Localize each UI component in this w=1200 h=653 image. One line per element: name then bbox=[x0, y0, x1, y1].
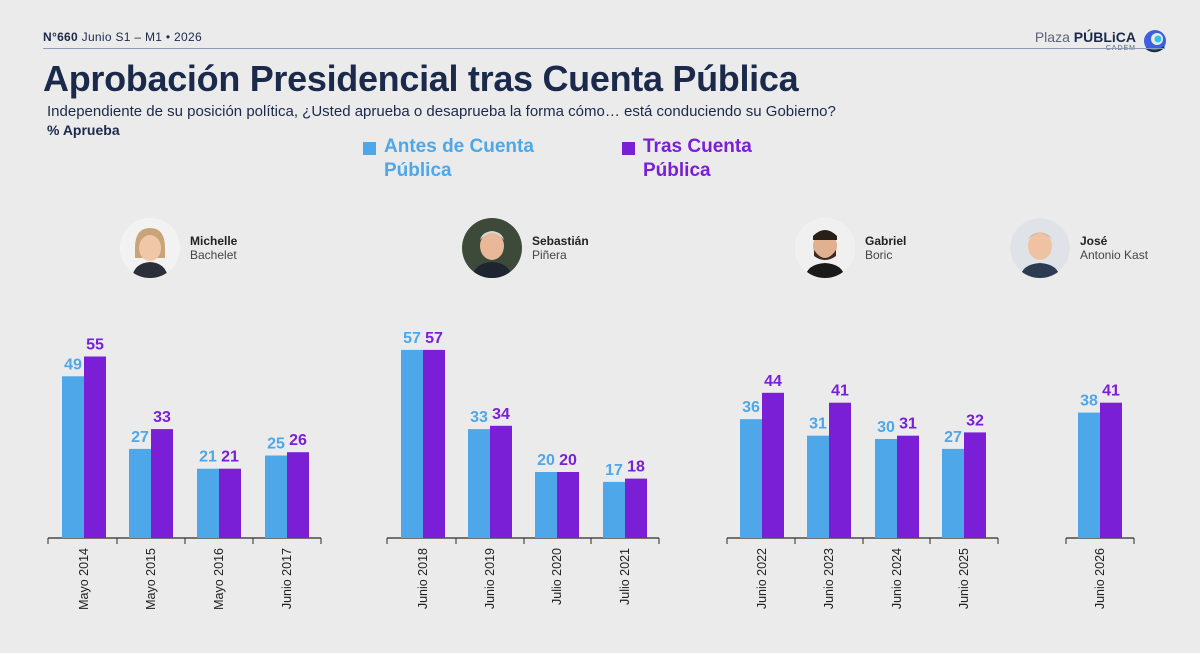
kast-photo bbox=[1010, 218, 1070, 278]
data-label-after: 33 bbox=[153, 409, 171, 426]
president-boric: Gabriel Boric bbox=[795, 218, 965, 278]
logo-word-plaza: Plaza bbox=[1034, 29, 1070, 45]
bar-before bbox=[62, 376, 84, 538]
data-label-after: 57 bbox=[425, 330, 443, 347]
bar-before bbox=[197, 468, 219, 538]
data-label-before: 27 bbox=[131, 429, 149, 446]
bar-after bbox=[964, 432, 986, 538]
data-label-after: 20 bbox=[559, 452, 577, 469]
bar-before bbox=[1078, 412, 1100, 538]
bar-after bbox=[84, 356, 106, 538]
data-label-before: 17 bbox=[605, 462, 623, 479]
legend-item-before: Antes de Cuenta Pública bbox=[363, 135, 554, 183]
president-first-name: José bbox=[1080, 234, 1108, 248]
edition-number: N°660 bbox=[43, 30, 78, 44]
bar-before bbox=[401, 349, 423, 538]
data-label-before: 20 bbox=[537, 452, 555, 469]
survey-question: Independiente de su posición política, ¿… bbox=[47, 103, 836, 120]
president-last-name: Bachelet bbox=[190, 248, 237, 262]
x-tick-label: Mayo 2015 bbox=[144, 548, 158, 610]
bar-before bbox=[603, 481, 625, 538]
president-pinera: Sebastián Piñera bbox=[462, 218, 632, 278]
president-last-name: Antonio Kast bbox=[1080, 248, 1149, 262]
data-label-after: 41 bbox=[1102, 383, 1120, 400]
president-last-name: Piñera bbox=[532, 248, 567, 262]
bar-before bbox=[875, 439, 897, 538]
x-tick-label: Junio 2019 bbox=[483, 548, 497, 609]
bar-before bbox=[740, 419, 762, 538]
data-label-after: 31 bbox=[899, 416, 917, 433]
edition-date: Junio S1 – M1 • 2026 bbox=[81, 30, 202, 44]
data-label-before: 38 bbox=[1080, 393, 1098, 410]
data-label-after: 44 bbox=[764, 373, 782, 390]
data-label-after: 18 bbox=[627, 459, 645, 476]
pinera-photo bbox=[462, 218, 522, 278]
bar-after bbox=[625, 478, 647, 538]
legend-swatch-after bbox=[622, 142, 635, 155]
legend-label-before: Antes de Cuenta Pública bbox=[384, 136, 534, 181]
x-tick-label: Mayo 2016 bbox=[212, 548, 226, 610]
data-label-after: 55 bbox=[86, 337, 104, 354]
president-kast: José Antonio Kast bbox=[1010, 218, 1180, 278]
page-title: Aprobación Presidencial tras Cuenta Públ… bbox=[43, 58, 799, 99]
x-tick-label: Mayo 2014 bbox=[77, 548, 91, 610]
bar-after bbox=[219, 468, 241, 538]
bar-before bbox=[535, 472, 557, 538]
data-label-before: 30 bbox=[877, 419, 895, 436]
data-label-after: 32 bbox=[966, 412, 984, 429]
bar-after bbox=[490, 425, 512, 538]
x-tick-label: Julio 2020 bbox=[550, 548, 564, 605]
president-first-name: Sebastián bbox=[532, 234, 589, 248]
data-label-after: 26 bbox=[289, 432, 307, 449]
data-label-before: 21 bbox=[199, 449, 217, 466]
bar-before bbox=[807, 435, 829, 538]
x-tick-label: Junio 2022 bbox=[755, 548, 769, 609]
bar-after bbox=[829, 402, 851, 538]
data-label-after: 41 bbox=[831, 383, 849, 400]
legend-label-after: Tras Cuenta Pública bbox=[643, 136, 752, 181]
plaza-publica-logo: Plaza PÚBLiCA CADEM bbox=[1035, 28, 1168, 54]
x-tick-label: Junio 2023 bbox=[822, 548, 836, 609]
boric-photo bbox=[795, 218, 855, 278]
x-tick-label: Junio 2024 bbox=[890, 548, 904, 609]
logo-word-publica: PÚBLiCA bbox=[1073, 29, 1136, 45]
x-tick-label: Junio 2017 bbox=[280, 548, 294, 609]
x-tick-label: Julio 2021 bbox=[618, 548, 632, 605]
bar-after bbox=[151, 429, 173, 538]
data-label-before: 31 bbox=[809, 416, 827, 433]
bar-after bbox=[1100, 402, 1122, 538]
data-label-before: 57 bbox=[403, 330, 421, 347]
header-rule bbox=[43, 48, 1165, 49]
bar-after bbox=[762, 392, 784, 538]
bar-after bbox=[557, 472, 579, 538]
president-bachelet: Michelle Bachelet bbox=[120, 218, 290, 278]
data-label-before: 33 bbox=[470, 409, 488, 426]
bar-after bbox=[423, 349, 445, 538]
bar-before bbox=[129, 448, 151, 538]
bar-before bbox=[942, 448, 964, 538]
x-tick-label: Junio 2025 bbox=[957, 548, 971, 609]
bachelet-photo bbox=[120, 218, 180, 278]
bar-before bbox=[468, 429, 490, 538]
data-label-before: 49 bbox=[64, 356, 82, 373]
bar-after bbox=[287, 452, 309, 538]
data-label-before: 27 bbox=[944, 429, 962, 446]
data-label-after: 34 bbox=[492, 406, 510, 423]
x-tick-label: Junio 2026 bbox=[1093, 548, 1107, 609]
bar-before bbox=[265, 455, 287, 538]
data-label-after: 21 bbox=[221, 449, 239, 466]
data-label-before: 36 bbox=[742, 399, 760, 416]
president-first-name: Michelle bbox=[190, 234, 238, 248]
president-first-name: Gabriel bbox=[865, 234, 907, 248]
metric-label: % Aprueba bbox=[47, 122, 120, 138]
legend-item-after: Tras Cuenta Pública bbox=[622, 135, 813, 183]
bar-after bbox=[897, 435, 919, 538]
data-label-before: 25 bbox=[267, 436, 285, 453]
president-last-name: Boric bbox=[865, 248, 893, 262]
x-tick-label: Junio 2018 bbox=[416, 548, 430, 609]
edition-label: N°660 Junio S1 – M1 • 2026 bbox=[43, 30, 202, 44]
legend-swatch-before bbox=[363, 142, 376, 155]
